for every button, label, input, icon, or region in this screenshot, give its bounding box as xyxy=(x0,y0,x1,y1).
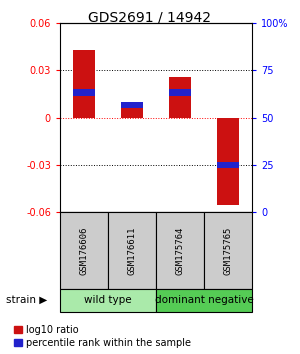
Text: GSM176606: GSM176606 xyxy=(80,226,88,275)
Bar xyxy=(156,289,252,312)
Bar xyxy=(169,89,191,96)
Bar xyxy=(108,212,156,289)
Bar xyxy=(204,212,252,289)
Bar xyxy=(73,50,95,118)
Text: GDS2691 / 14942: GDS2691 / 14942 xyxy=(88,11,212,25)
Bar xyxy=(60,289,156,312)
Bar xyxy=(169,77,191,118)
Legend: log10 ratio, percentile rank within the sample: log10 ratio, percentile rank within the … xyxy=(14,325,190,348)
Text: GSM175764: GSM175764 xyxy=(176,226,184,275)
Bar xyxy=(121,102,143,108)
Text: strain ▶: strain ▶ xyxy=(6,295,47,305)
Text: GSM175765: GSM175765 xyxy=(224,226,232,275)
Bar xyxy=(60,212,108,289)
Text: wild type: wild type xyxy=(84,295,132,305)
Bar xyxy=(121,102,143,118)
Bar xyxy=(156,212,204,289)
Bar xyxy=(217,162,239,168)
Bar xyxy=(217,118,239,205)
Text: dominant negative: dominant negative xyxy=(154,295,254,305)
Text: GSM176611: GSM176611 xyxy=(128,226,136,275)
Bar xyxy=(73,89,95,96)
